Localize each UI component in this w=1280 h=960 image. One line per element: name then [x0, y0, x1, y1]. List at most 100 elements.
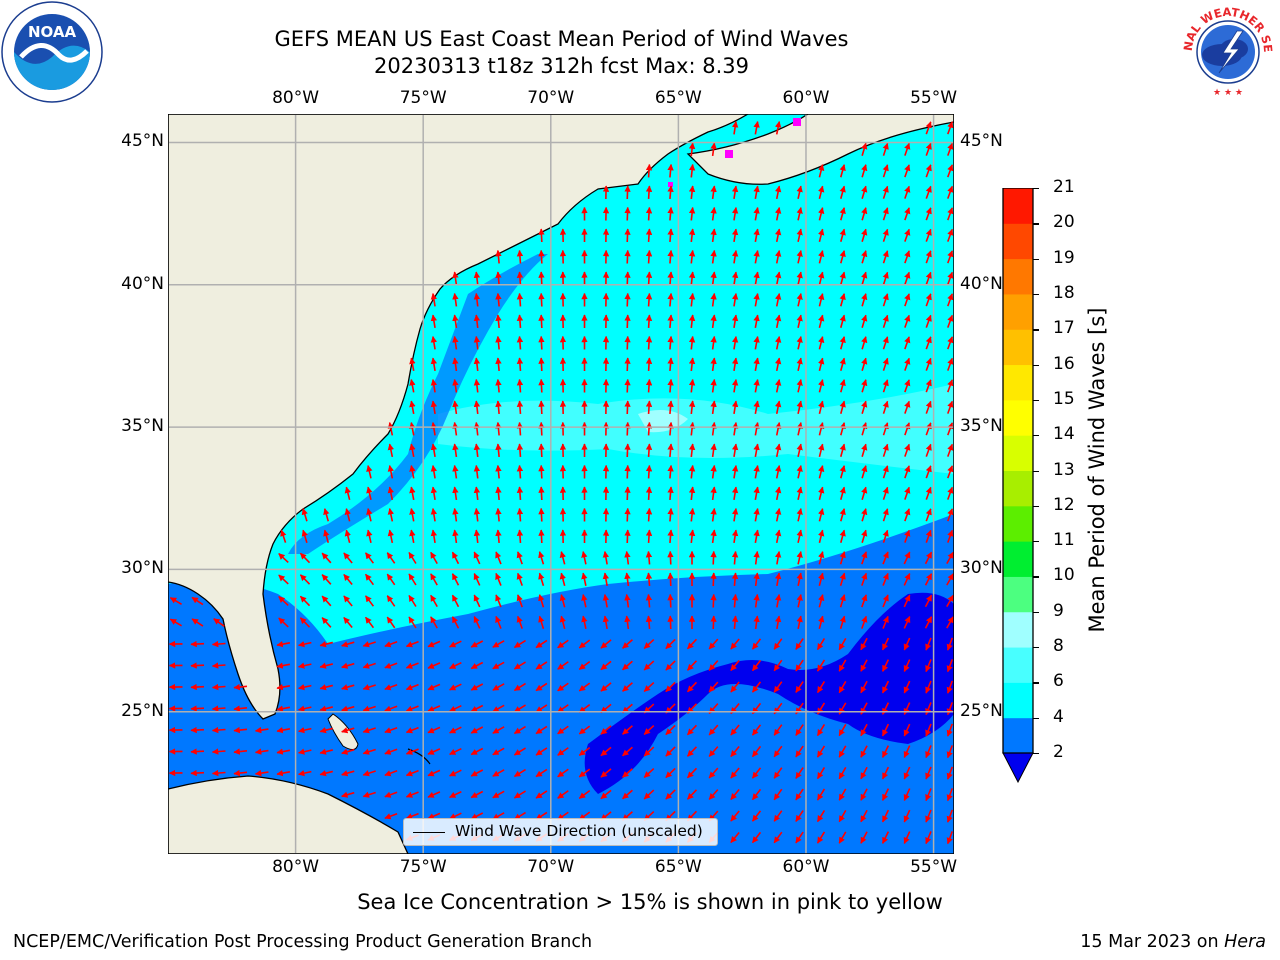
wave-direction-arrow — [538, 357, 545, 372]
wave-direction-arrow — [516, 551, 523, 565]
wave-direction-arrow — [449, 812, 462, 820]
wave-direction-arrow — [947, 121, 954, 135]
colorbar-tick-mark — [1033, 364, 1039, 366]
wave-direction-arrow — [645, 443, 653, 458]
wave-direction-arrow — [405, 705, 419, 712]
wave-direction-arrow — [452, 507, 459, 522]
wave-direction-arrow — [925, 250, 932, 264]
wave-direction-arrow — [947, 400, 954, 414]
wave-direction-arrow — [624, 464, 631, 479]
wave-direction-arrow — [796, 551, 803, 565]
wave-direction-arrow — [516, 572, 523, 586]
wave-direction-arrow — [753, 464, 760, 479]
colorbar-tick-label: 6 — [1053, 671, 1064, 692]
wave-direction-arrow — [839, 357, 846, 371]
wind-wave-arrows — [168, 120, 954, 845]
wave-direction-arrow — [409, 507, 416, 522]
wave-direction-arrow — [710, 572, 717, 587]
wave-direction-arrow — [538, 507, 545, 522]
wave-direction-arrow — [624, 400, 631, 415]
colorbar-tick-mark — [1033, 258, 1039, 260]
wave-direction-arrow — [386, 573, 396, 586]
wave-direction-arrow — [946, 616, 954, 629]
wave-direction-arrow — [924, 551, 933, 565]
wave-direction-arrow — [624, 335, 631, 350]
wave-direction-arrow — [904, 142, 911, 156]
wave-direction-arrow — [946, 766, 954, 780]
wave-direction-arrow — [473, 443, 481, 458]
wave-direction-arrow — [925, 637, 932, 651]
wave-direction-arrow — [775, 250, 782, 264]
wave-direction-arrow — [405, 640, 419, 648]
wave-direction-arrow — [688, 507, 696, 522]
wave-direction-arrow — [753, 357, 760, 372]
wave-direction-arrow — [861, 465, 868, 479]
wave-direction-arrow — [708, 724, 719, 736]
wave-direction-arrow — [452, 443, 459, 458]
wave-direction-arrow — [882, 443, 889, 457]
wave-direction-arrow — [816, 681, 826, 694]
wave-direction-arrow — [686, 789, 698, 800]
wave-direction-arrow — [947, 336, 954, 350]
colorbar-extend-min — [1002, 752, 1034, 783]
wave-direction-arrow — [430, 357, 438, 372]
wave-direction-arrow — [947, 422, 954, 436]
wave-direction-arrow — [321, 574, 332, 585]
wave-direction-arrow — [169, 618, 182, 627]
wave-direction-arrow — [947, 228, 954, 242]
wave-direction-arrow — [384, 684, 398, 691]
wave-direction-arrow — [513, 661, 526, 670]
wave-direction-arrow — [495, 271, 502, 286]
wave-direction-arrow — [688, 529, 696, 544]
wave-direction-arrow — [882, 572, 889, 586]
wave-direction-arrow — [667, 335, 674, 350]
wave-direction-arrow — [708, 746, 719, 757]
sea-ice-patch — [793, 118, 801, 126]
wave-direction-arrow — [492, 726, 505, 734]
wave-direction-arrow — [686, 767, 698, 779]
wave-direction-arrow — [645, 421, 653, 436]
wave-direction-arrow — [254, 726, 269, 734]
wave-direction-arrow — [904, 314, 911, 328]
wave-direction-arrow — [731, 464, 739, 479]
colorbar-tick-label: 12 — [1053, 494, 1075, 515]
wave-direction-arrow — [513, 704, 526, 713]
wave-direction-arrow — [538, 551, 545, 565]
wave-direction-arrow — [731, 400, 739, 415]
wave-direction-arrow — [925, 422, 932, 436]
wave-direction-arrow — [535, 747, 548, 756]
wave-direction-arrow — [665, 724, 676, 736]
wave-direction-arrow — [645, 400, 653, 415]
wave-direction-arrow — [624, 314, 631, 329]
wave-direction-arrow — [449, 704, 462, 713]
colorbar-tick-mark — [1033, 293, 1039, 296]
wave-direction-arrow — [904, 207, 911, 221]
wave-direction-arrow — [495, 464, 502, 479]
wave-direction-arrow — [427, 748, 441, 755]
wave-direction-arrow — [645, 228, 653, 243]
wave-direction-arrow — [710, 314, 717, 329]
wave-direction-arrow — [861, 142, 868, 156]
colorbar-tick-mark — [1033, 541, 1039, 543]
wave-direction-arrow — [473, 335, 481, 350]
wave-direction-arrow — [384, 791, 398, 798]
wave-direction-arrow — [516, 615, 523, 629]
wave-direction-arrow — [276, 748, 291, 755]
wave-direction-arrow — [473, 421, 481, 436]
wave-direction-arrow — [774, 572, 782, 587]
colorbar-segment — [1003, 329, 1033, 366]
wave-direction-arrow — [278, 617, 289, 628]
wave-direction-arrow — [645, 163, 653, 178]
wave-direction-arrow — [600, 660, 612, 671]
wave-direction-arrow — [495, 400, 502, 415]
wave-direction-arrow — [667, 271, 674, 286]
wave-direction-arrow — [427, 812, 441, 820]
wave-direction-arrow — [452, 529, 459, 544]
wave-direction-arrow — [364, 573, 375, 586]
wave-direction-arrow — [449, 790, 462, 799]
wave-direction-arrow — [473, 378, 481, 393]
wave-direction-arrow — [947, 314, 954, 328]
wave-direction-arrow — [925, 702, 932, 716]
wave-direction-arrow — [299, 552, 311, 564]
wave-direction-arrow — [818, 228, 825, 243]
